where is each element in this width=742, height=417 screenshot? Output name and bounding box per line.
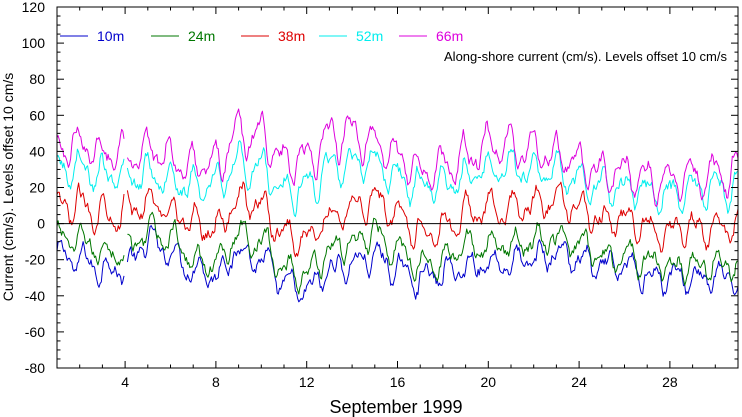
legend-label-24m: 24m	[188, 28, 215, 44]
series-line-10m	[56, 239, 125, 288]
legend-label-10m: 10m	[97, 28, 124, 44]
y-tick-label: 40	[29, 143, 45, 159]
x-tick-label: 24	[571, 374, 587, 390]
series-line-52m	[126, 140, 739, 218]
series-line-24m	[127, 211, 739, 295]
legend-label-66m: 66m	[436, 28, 463, 44]
y-tick-label: -20	[25, 252, 45, 268]
y-axis: -80 -60 -40 -20 0 20 40 60 80 100 120	[22, 0, 738, 376]
y-tick-label: 100	[22, 35, 46, 51]
legend-label-52m: 52m	[356, 28, 383, 44]
series-line-24m	[56, 220, 125, 266]
y-tick-label: -40	[25, 288, 45, 304]
x-tick-label: 8	[212, 374, 220, 390]
series-line-38m	[126, 181, 739, 258]
series-line-66m	[126, 108, 739, 207]
y-tick-label: 80	[29, 71, 45, 87]
x-tick-label: 16	[390, 374, 406, 390]
x-axis: 4 8 12 16 20 24 28	[56, 7, 739, 390]
y-tick-label: -60	[25, 324, 45, 340]
y-tick-label: 60	[29, 107, 45, 123]
y-axis-label: Current (cm/s). Levels offset 10 cm/s	[0, 73, 16, 301]
y-tick-label: -80	[25, 360, 45, 376]
x-tick-label: 12	[299, 374, 315, 390]
series-line-52m	[56, 148, 125, 193]
legend-label-38m: 38m	[278, 28, 305, 44]
x-axis-label: September 1999	[329, 397, 462, 417]
series-line-66m	[56, 126, 125, 171]
x-tick-label: 20	[481, 374, 497, 390]
series-group	[56, 108, 739, 303]
legend: 10m 24m 38m 52m 66m	[60, 28, 463, 44]
y-tick-label: 20	[29, 180, 45, 196]
y-tick-label: 0	[37, 216, 45, 232]
chart-annotation: Along-shore current (cm/s). Levels offse…	[444, 49, 727, 64]
x-tick-label: 4	[121, 374, 129, 390]
x-tick-label: 28	[662, 374, 678, 390]
y-tick-label: 120	[22, 0, 46, 15]
